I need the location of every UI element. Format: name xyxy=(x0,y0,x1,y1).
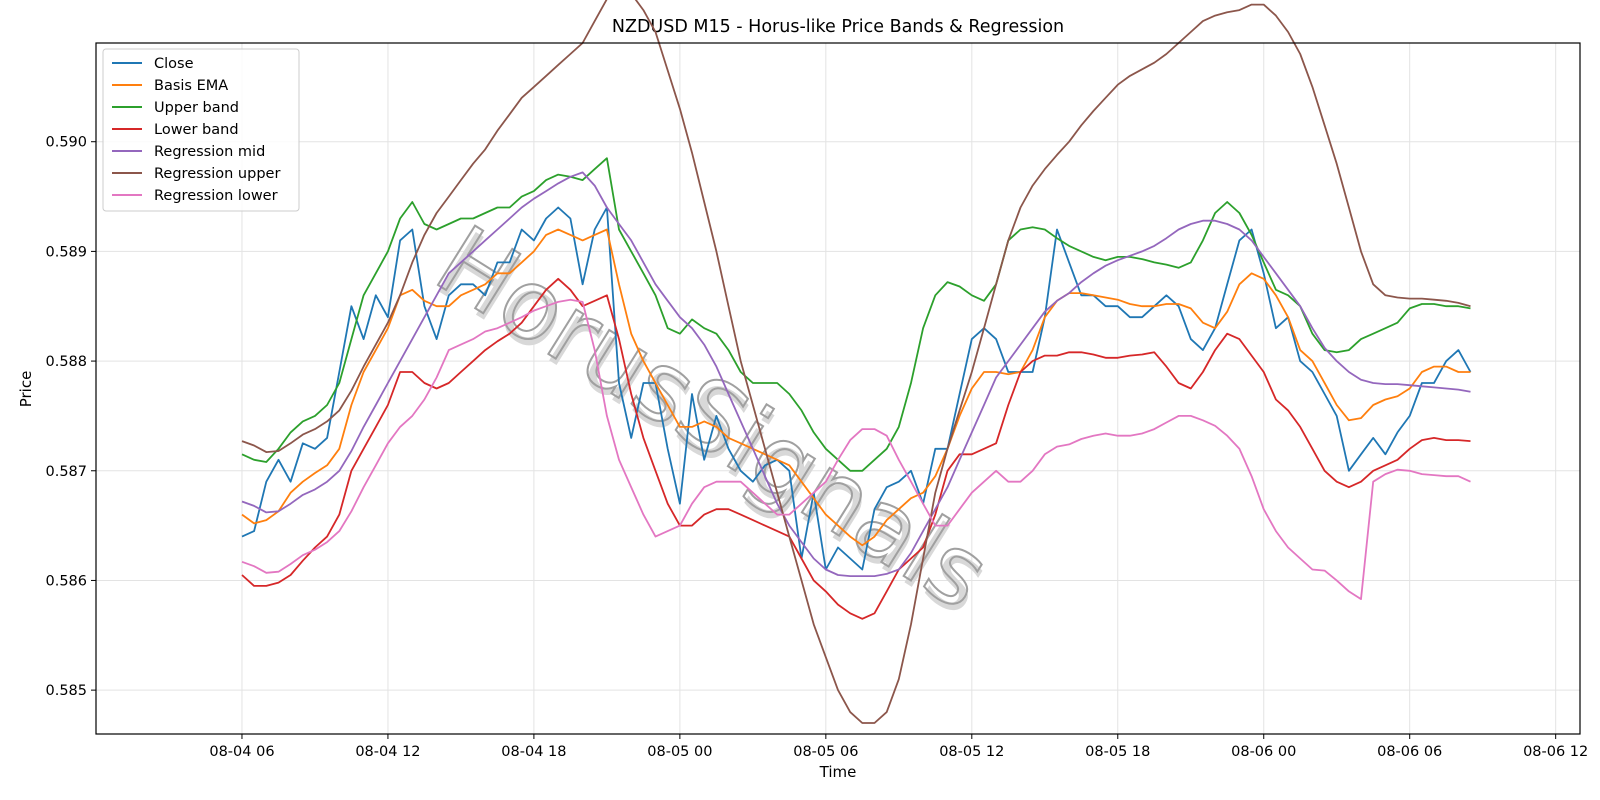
y-axis-title: Price xyxy=(17,371,35,408)
series-line-regression-upper xyxy=(241,0,1471,724)
series-line-basis-ema xyxy=(241,228,1471,547)
series-line-lower-band xyxy=(241,277,1471,620)
y-tick-label: 0.589 xyxy=(45,244,87,260)
y-tick-label: 0.587 xyxy=(45,464,87,480)
x-tick-label: 08-05 00 xyxy=(647,744,712,760)
y-tick-label: 0.585 xyxy=(45,683,87,699)
series-line-regression-lower xyxy=(241,298,1471,600)
series-line-upper-band xyxy=(241,157,1471,472)
x-tick-label: 08-06 00 xyxy=(1231,744,1296,760)
y-axis: 0.585 0.586 0.587 0.588 0.589 0.590 xyxy=(45,135,96,699)
legend-label-upper-band: Upper band xyxy=(154,100,239,116)
x-axis: 08-04 06 08-04 12 08-04 18 08-05 00 08-05 06… xyxy=(209,734,1588,760)
legend-label-regression-upper: Regression upper xyxy=(154,166,280,182)
legend-label-regression-lower: Regression lower xyxy=(154,188,278,204)
legend-box xyxy=(102,48,300,212)
legend-label-close: Close xyxy=(154,56,194,72)
plot-frame xyxy=(95,42,1581,735)
x-tick-label: 08-06 06 xyxy=(1377,744,1442,760)
legend-label-regression-mid: Regression mid xyxy=(154,144,265,160)
x-tick-label: 08-05 12 xyxy=(939,744,1004,760)
legend-label-lower-band: Lower band xyxy=(154,122,239,138)
x-tick-label: 08-04 18 xyxy=(501,744,566,760)
y-tick-label: 0.588 xyxy=(45,354,87,370)
chart-title: NZDUSD M15 - Horus-like Price Bands & Re… xyxy=(612,17,1064,37)
y-tick-label: 0.586 xyxy=(45,573,87,589)
y-tick-label: 0.590 xyxy=(45,135,87,151)
series-line-regression-mid xyxy=(241,171,1471,577)
x-tick-label: 08-04 06 xyxy=(209,744,274,760)
series-lines xyxy=(241,0,1472,724)
x-tick-label: 08-05 06 xyxy=(793,744,858,760)
x-tick-label: 08-04 12 xyxy=(355,744,420,760)
x-tick-label: 08-06 12 xyxy=(1523,744,1588,760)
x-axis-title: Time xyxy=(819,763,857,781)
legend: Close Basis EMA Upper band Lower band Regres… xyxy=(102,48,300,212)
legend-label-basis-ema: Basis EMA xyxy=(154,78,228,94)
x-tick-label: 08-05 18 xyxy=(1085,744,1150,760)
